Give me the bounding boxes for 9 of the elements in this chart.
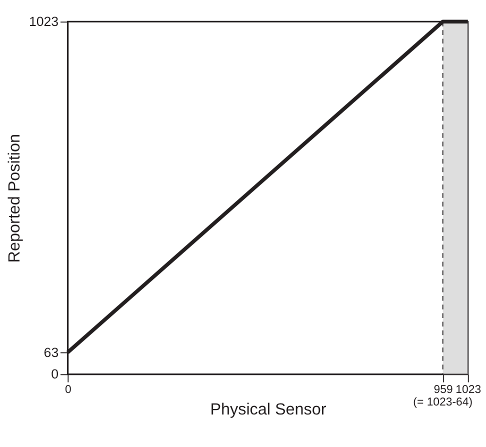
text: (= 1023-64) (413, 396, 473, 409)
y-tick-label: 63 (44, 344, 59, 360)
x-tick-label: 0 (64, 384, 72, 396)
x-axis-title: Physical Sensor (210, 400, 327, 419)
y-tick-label: 1023 (28, 14, 59, 29)
x-tick-label: 959 (434, 384, 453, 396)
y-axis-title: Reported Position (5, 134, 24, 263)
x-tick-label: 1023 (456, 384, 482, 396)
y-tick-label: 0 (51, 366, 59, 382)
